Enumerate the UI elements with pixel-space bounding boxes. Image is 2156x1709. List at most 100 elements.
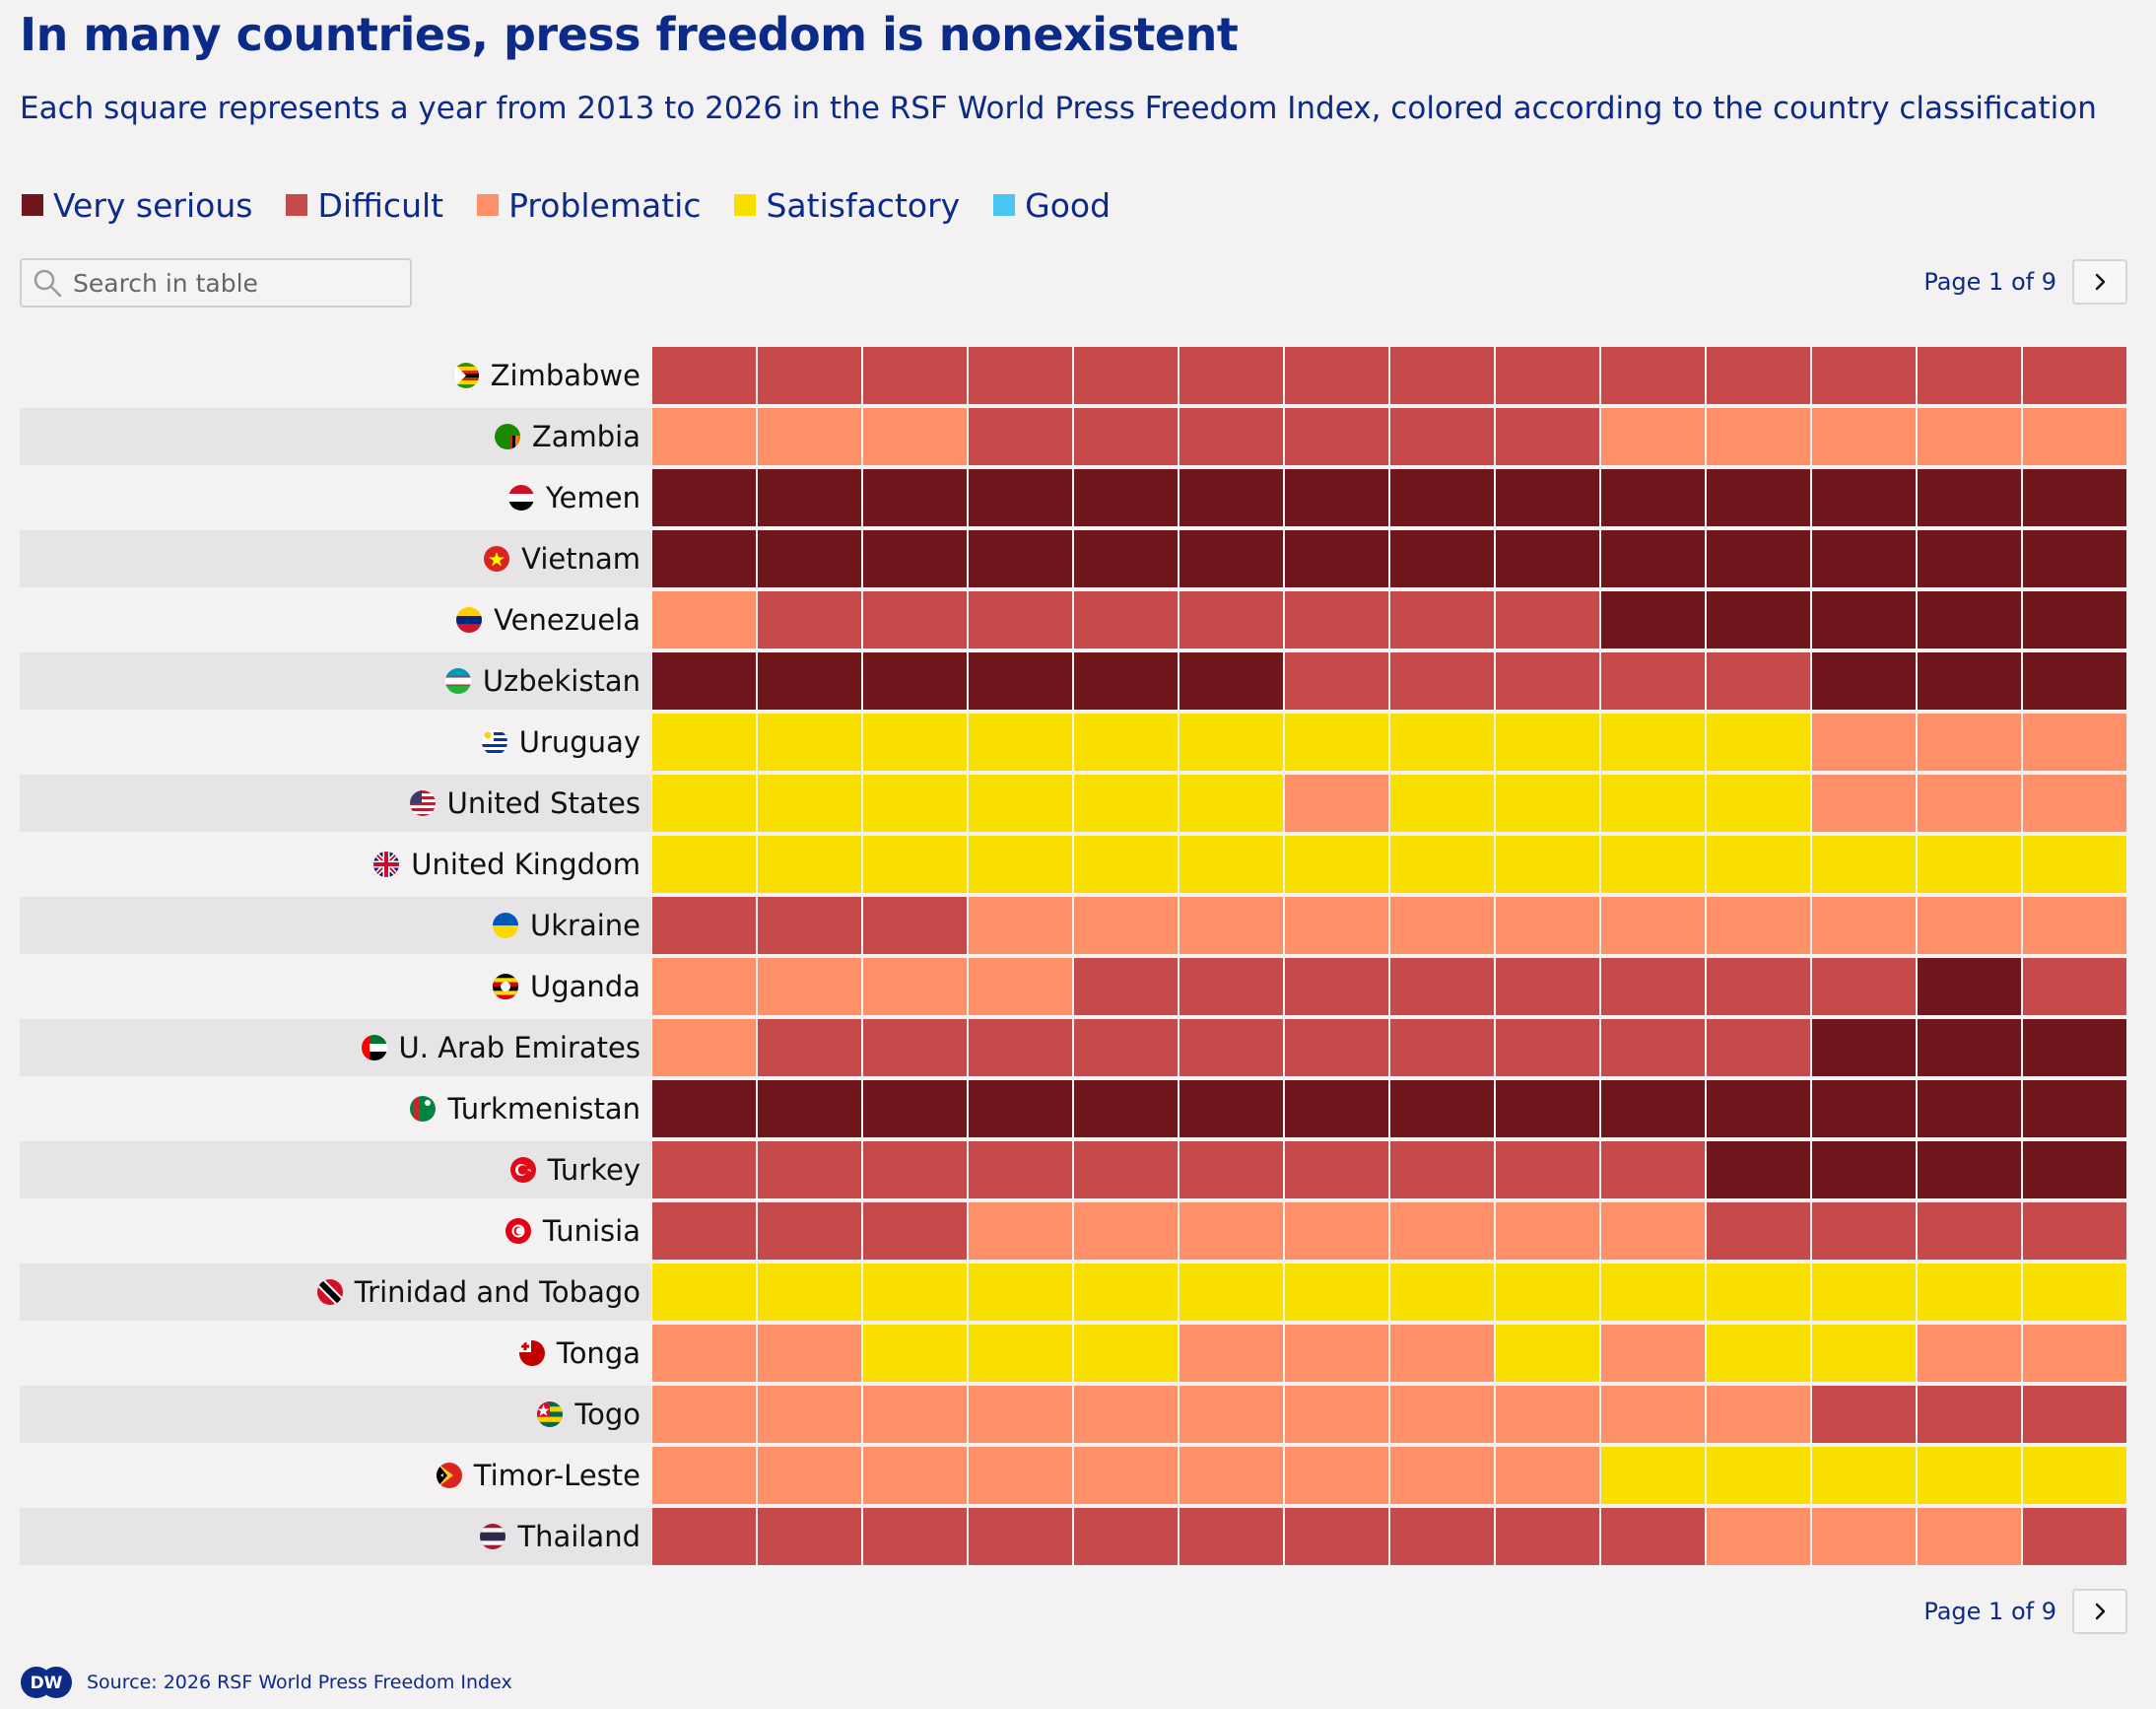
heatmap-cell[interactable] bbox=[1179, 836, 1283, 893]
heatmap-cell[interactable] bbox=[1390, 1080, 1494, 1137]
heatmap-cell[interactable] bbox=[1496, 1019, 1599, 1076]
heatmap-cell[interactable] bbox=[1285, 1264, 1388, 1321]
heatmap-cell[interactable] bbox=[652, 1202, 756, 1260]
heatmap-cell[interactable] bbox=[758, 836, 861, 893]
heatmap-cell[interactable] bbox=[1707, 897, 1810, 954]
heatmap-cell[interactable] bbox=[1496, 1264, 1599, 1321]
heatmap-cell[interactable] bbox=[1285, 347, 1388, 404]
heatmap-cell[interactable] bbox=[1179, 1508, 1283, 1565]
heatmap-cell[interactable] bbox=[1918, 1447, 2021, 1504]
heatmap-cell[interactable] bbox=[1285, 1141, 1388, 1198]
heatmap-cell[interactable] bbox=[1601, 1386, 1705, 1443]
heatmap-cell[interactable] bbox=[1179, 1019, 1283, 1076]
heatmap-cell[interactable] bbox=[1179, 958, 1283, 1015]
heatmap-cell[interactable] bbox=[1707, 714, 1810, 771]
next-page-button[interactable] bbox=[2072, 259, 2127, 305]
heatmap-cell[interactable] bbox=[1179, 591, 1283, 649]
heatmap-cell[interactable] bbox=[758, 1202, 861, 1260]
heatmap-cell[interactable] bbox=[1074, 836, 1178, 893]
heatmap-cell[interactable] bbox=[1812, 775, 1916, 832]
heatmap-cell[interactable] bbox=[2023, 530, 2126, 587]
heatmap-cell[interactable] bbox=[1918, 1141, 2021, 1198]
heatmap-cell[interactable] bbox=[1707, 469, 1810, 526]
heatmap-cell[interactable] bbox=[1918, 1386, 2021, 1443]
heatmap-cell[interactable] bbox=[1918, 1080, 2021, 1137]
heatmap-cell[interactable] bbox=[1390, 1019, 1494, 1076]
heatmap-cell[interactable] bbox=[1179, 714, 1283, 771]
search-input[interactable] bbox=[67, 268, 388, 298]
heatmap-cell[interactable] bbox=[1074, 1447, 1178, 1504]
heatmap-cell[interactable] bbox=[1812, 1508, 1916, 1565]
heatmap-cell[interactable] bbox=[1179, 652, 1283, 710]
heatmap-cell[interactable] bbox=[758, 469, 861, 526]
heatmap-cell[interactable] bbox=[1812, 408, 1916, 465]
heatmap-cell[interactable] bbox=[1601, 408, 1705, 465]
heatmap-cell[interactable] bbox=[1390, 1508, 1494, 1565]
heatmap-cell[interactable] bbox=[969, 897, 1072, 954]
heatmap-cell[interactable] bbox=[1707, 1325, 1810, 1382]
heatmap-cell[interactable] bbox=[1390, 1325, 1494, 1382]
heatmap-cell[interactable] bbox=[1496, 408, 1599, 465]
heatmap-cell[interactable] bbox=[1285, 1447, 1388, 1504]
heatmap-cell[interactable] bbox=[1179, 1386, 1283, 1443]
heatmap-cell[interactable] bbox=[652, 408, 756, 465]
heatmap-cell[interactable] bbox=[1074, 530, 1178, 587]
heatmap-cell[interactable] bbox=[1812, 1141, 1916, 1198]
heatmap-cell[interactable] bbox=[1496, 1508, 1599, 1565]
heatmap-cell[interactable] bbox=[1074, 469, 1178, 526]
heatmap-cell[interactable] bbox=[1496, 530, 1599, 587]
heatmap-cell[interactable] bbox=[1812, 958, 1916, 1015]
heatmap-cell[interactable] bbox=[652, 1264, 756, 1321]
heatmap-cell[interactable] bbox=[1918, 591, 2021, 649]
heatmap-cell[interactable] bbox=[1285, 530, 1388, 587]
heatmap-cell[interactable] bbox=[1496, 1325, 1599, 1382]
heatmap-cell[interactable] bbox=[863, 897, 967, 954]
heatmap-cell[interactable] bbox=[1074, 958, 1178, 1015]
heatmap-cell[interactable] bbox=[1179, 1264, 1283, 1321]
heatmap-cell[interactable] bbox=[969, 1264, 1072, 1321]
heatmap-cell[interactable] bbox=[758, 1019, 861, 1076]
heatmap-cell[interactable] bbox=[1074, 1386, 1178, 1443]
heatmap-cell[interactable] bbox=[2023, 347, 2126, 404]
heatmap-cell[interactable] bbox=[969, 347, 1072, 404]
heatmap-cell[interactable] bbox=[1390, 469, 1494, 526]
heatmap-cell[interactable] bbox=[2023, 775, 2126, 832]
heatmap-cell[interactable] bbox=[1390, 836, 1494, 893]
heatmap-cell[interactable] bbox=[652, 836, 756, 893]
heatmap-cell[interactable] bbox=[652, 1386, 756, 1443]
heatmap-cell[interactable] bbox=[1390, 1202, 1494, 1260]
heatmap-cell[interactable] bbox=[758, 408, 861, 465]
heatmap-cell[interactable] bbox=[1918, 347, 2021, 404]
heatmap-cell[interactable] bbox=[1707, 1202, 1810, 1260]
heatmap-cell[interactable] bbox=[1179, 897, 1283, 954]
heatmap-cell[interactable] bbox=[1812, 1325, 1916, 1382]
heatmap-cell[interactable] bbox=[1601, 775, 1705, 832]
heatmap-cell[interactable] bbox=[969, 591, 1072, 649]
heatmap-cell[interactable] bbox=[1390, 714, 1494, 771]
heatmap-cell[interactable] bbox=[969, 408, 1072, 465]
heatmap-cell[interactable] bbox=[1601, 836, 1705, 893]
heatmap-cell[interactable] bbox=[863, 714, 967, 771]
heatmap-cell[interactable] bbox=[1285, 958, 1388, 1015]
heatmap-cell[interactable] bbox=[1074, 714, 1178, 771]
heatmap-cell[interactable] bbox=[863, 408, 967, 465]
heatmap-cell[interactable] bbox=[1707, 1447, 1810, 1504]
heatmap-cell[interactable] bbox=[758, 1141, 861, 1198]
heatmap-cell[interactable] bbox=[758, 714, 861, 771]
heatmap-cell[interactable] bbox=[863, 591, 967, 649]
search-box[interactable] bbox=[20, 258, 412, 308]
heatmap-cell[interactable] bbox=[969, 1386, 1072, 1443]
heatmap-cell[interactable] bbox=[652, 652, 756, 710]
heatmap-cell[interactable] bbox=[1179, 469, 1283, 526]
heatmap-cell[interactable] bbox=[1918, 775, 2021, 832]
heatmap-cell[interactable] bbox=[1918, 836, 2021, 893]
heatmap-cell[interactable] bbox=[863, 958, 967, 1015]
heatmap-cell[interactable] bbox=[2023, 836, 2126, 893]
heatmap-cell[interactable] bbox=[652, 1508, 756, 1565]
heatmap-cell[interactable] bbox=[1601, 1202, 1705, 1260]
heatmap-cell[interactable] bbox=[1074, 1264, 1178, 1321]
heatmap-cell[interactable] bbox=[1918, 469, 2021, 526]
heatmap-cell[interactable] bbox=[1601, 469, 1705, 526]
heatmap-cell[interactable] bbox=[1285, 591, 1388, 649]
heatmap-cell[interactable] bbox=[1074, 591, 1178, 649]
